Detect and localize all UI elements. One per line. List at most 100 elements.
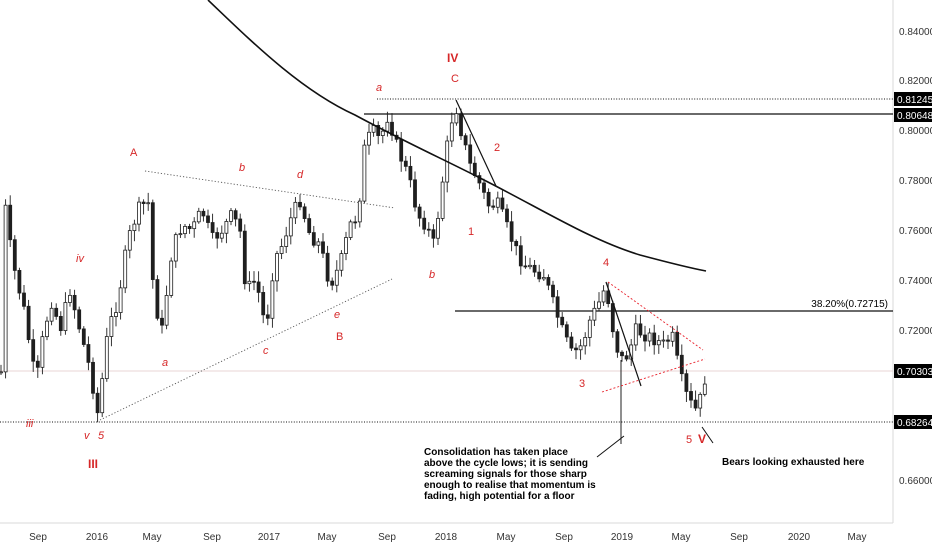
candle-body	[454, 113, 459, 124]
candle-body	[35, 360, 40, 368]
candle-body	[54, 307, 59, 317]
candle-body	[518, 245, 523, 267]
wave-labels: iii iv v 5 III A a b c d e B a IV C b 1 …	[26, 51, 706, 471]
wave-label-4: 4	[603, 257, 609, 269]
candle-body	[353, 221, 358, 224]
candle-body	[440, 181, 445, 219]
price-label-boxes: 0.81245 0.80648 0.70303 0.68264	[894, 92, 932, 429]
candle-body	[31, 339, 36, 362]
candle-body	[123, 249, 128, 289]
candle-body	[689, 391, 693, 401]
candle-body	[647, 332, 652, 342]
candle-body	[431, 229, 436, 239]
wave-label-A: A	[130, 147, 138, 159]
y-tick-label: 0.74000	[899, 276, 932, 287]
candle-body	[569, 336, 574, 349]
candle-body	[675, 331, 680, 356]
candle-body	[362, 144, 367, 202]
candle-body	[564, 324, 569, 338]
candle-body	[380, 130, 385, 136]
candle-body	[620, 351, 624, 357]
candle-body	[109, 316, 114, 337]
candle-body	[26, 305, 31, 340]
note-line-3: screaming signals for those sharp	[424, 469, 587, 480]
fibonacci-label: 38.20%(0.72715)	[811, 299, 888, 310]
wave-label-III: III	[88, 457, 98, 471]
candle-body	[486, 191, 491, 207]
candle-body	[624, 355, 629, 360]
note-line-5: fading, high potential for a floor	[424, 491, 575, 502]
wave-label-a-top: a	[376, 82, 382, 94]
candle-body	[196, 210, 201, 223]
candle-body	[114, 312, 118, 317]
candle-body	[169, 260, 174, 296]
candle-body	[426, 228, 431, 231]
price-box	[894, 415, 932, 429]
time-axis: Sep 2016 May Sep 2017 May Sep 2018 May S…	[29, 532, 866, 543]
candle-body	[459, 113, 463, 137]
candle-body	[311, 232, 316, 246]
wave-label-b-mid: b	[429, 269, 435, 281]
candle-body	[472, 162, 477, 176]
candle-body	[463, 135, 468, 146]
candle-body	[127, 230, 132, 251]
candle-body	[495, 197, 500, 208]
candle-body	[187, 226, 192, 230]
wave-label-2: 2	[494, 142, 500, 154]
x-tick-label: 2019	[611, 532, 634, 543]
candle-body	[17, 270, 22, 294]
x-tick-label: Sep	[203, 532, 221, 543]
candle-body	[215, 232, 220, 239]
candle-body	[344, 237, 348, 254]
candle-body	[583, 337, 588, 347]
candle-body	[298, 201, 302, 208]
candle-body	[413, 179, 417, 208]
candle-body	[330, 280, 335, 286]
wave-label-iii: iii	[26, 418, 34, 430]
x-tick-label: Sep	[378, 532, 396, 543]
candle-body	[307, 218, 312, 233]
wedge-upper-trendline	[607, 281, 704, 351]
candle-body	[638, 323, 643, 336]
candle-body	[0, 371, 3, 374]
price-box	[894, 92, 932, 106]
y-tick-label: 0.78000	[899, 176, 932, 187]
wave-label-IV: IV	[447, 51, 458, 65]
candle-body	[201, 210, 206, 217]
candle-body	[482, 182, 486, 193]
candle-body	[104, 336, 109, 380]
x-tick-label: May	[672, 532, 691, 543]
candle-body	[610, 303, 615, 333]
candle-body	[284, 235, 289, 247]
x-tick-label: May	[318, 532, 337, 543]
candle-body	[40, 336, 45, 368]
wave-label-1: 1	[468, 226, 474, 238]
candle-body	[68, 294, 72, 303]
candle-body	[141, 201, 146, 204]
candle-body	[679, 354, 684, 375]
decline-trendline-bottom	[605, 281, 642, 387]
candle-body	[146, 202, 151, 205]
price-box-label: 0.68264	[897, 418, 932, 429]
candle-body	[449, 122, 454, 142]
price-box-label: 0.81245	[897, 95, 932, 106]
candlestick-series	[0, 107, 707, 444]
wave-label-c: c	[263, 345, 269, 357]
triangle-upper-trendline	[144, 170, 396, 209]
candle-body	[265, 314, 270, 319]
candle-body	[3, 204, 8, 373]
candle-body	[587, 319, 592, 338]
candle-body	[22, 292, 26, 307]
candle-body	[339, 253, 344, 271]
wave-label-d: d	[297, 169, 304, 181]
x-tick-label: 2020	[788, 532, 811, 543]
candle-body	[371, 125, 376, 133]
candle-body	[316, 241, 321, 246]
candle-body	[661, 339, 666, 342]
wave-label-iv: iv	[76, 253, 85, 265]
candle-body	[325, 252, 330, 282]
candle-body	[348, 221, 353, 238]
wave-label-5-end: 5	[686, 434, 692, 446]
